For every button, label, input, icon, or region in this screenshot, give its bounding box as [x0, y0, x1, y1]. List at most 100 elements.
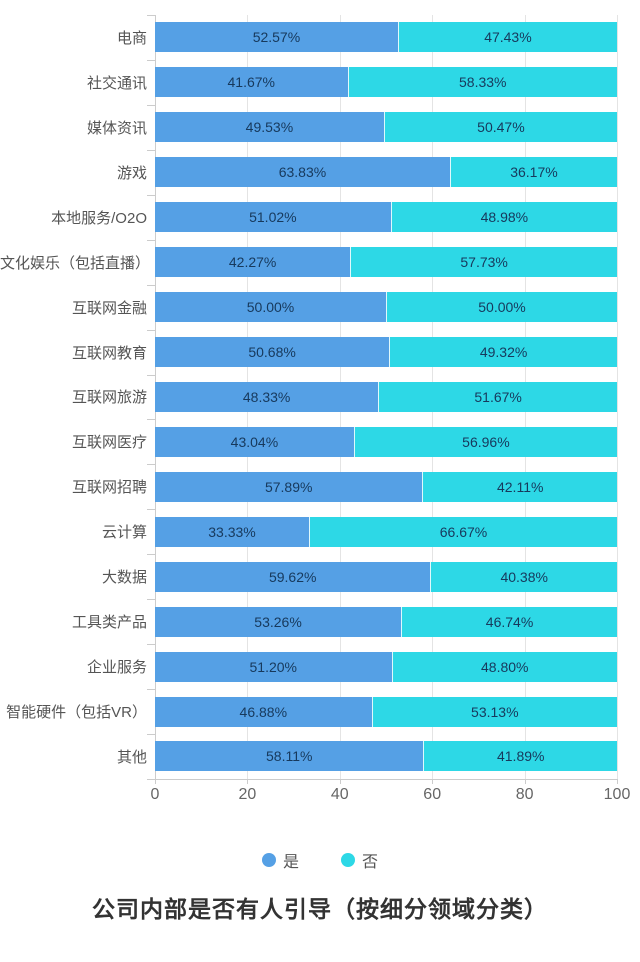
bar-track: 51.20% 48.80%	[155, 651, 617, 682]
bar-value-label-no: 58.33%	[459, 74, 507, 91]
plot-area: 电商 52.57% 47.43% 社交通讯 41.67% 58.33% 媒体资讯 49.53%…	[0, 15, 640, 784]
category-axis-tick	[147, 779, 155, 780]
category-axis-tick	[147, 464, 155, 466]
bar-segment-no[interactable]: 42.11%	[422, 471, 617, 502]
bar-segment-no[interactable]: 41.89%	[423, 741, 617, 772]
category-axis-tick	[147, 554, 155, 556]
bar-value-label-no: 56.96%	[462, 433, 510, 450]
bar-segment-yes[interactable]: 33.33%	[155, 516, 309, 547]
bar-segment-yes[interactable]: 43.04%	[155, 426, 354, 457]
category-label: 互联网招聘	[71, 479, 147, 497]
x-axis-tick-labels: 0 20 40 60 80 100	[0, 786, 640, 806]
bar-value-label-no: 40.38%	[500, 568, 548, 585]
bar-track: 63.83% 36.17%	[155, 157, 617, 188]
bar-segment-yes[interactable]: 57.89%	[155, 471, 423, 502]
category-label: 互联网教育	[71, 344, 147, 362]
bar-segment-no[interactable]: 66.67%	[308, 516, 617, 547]
bar-segment-no[interactable]: 57.73%	[350, 247, 617, 278]
bar-row: 企业服务 51.20% 48.80%	[0, 644, 617, 689]
bar-segment-no[interactable]: 48.98%	[390, 202, 617, 233]
gridline	[617, 15, 618, 779]
bar-row: 互联网医疗 43.04% 56.96%	[0, 419, 617, 464]
bar-segment-yes[interactable]: 50.68%	[155, 337, 390, 368]
bar-value-label-yes: 48.33%	[242, 388, 291, 405]
bar-segment-no[interactable]: 50.00%	[386, 292, 617, 323]
bar-value-label-yes: 50.00%	[246, 299, 295, 316]
bar-row: 电商 52.57% 47.43%	[0, 15, 617, 60]
category-label: 本地服务/O2O	[51, 209, 147, 227]
bar-segment-yes[interactable]: 63.83%	[155, 157, 450, 188]
legend-item-no[interactable]: 否	[341, 848, 378, 872]
bar-segment-no[interactable]: 36.17%	[449, 157, 617, 188]
bar-track: 58.11% 41.89%	[155, 741, 617, 772]
bar-segment-no[interactable]: 40.38%	[430, 561, 617, 592]
category-label: 大数据	[101, 569, 147, 587]
category-label: 文化娱乐（包括直播）	[0, 254, 151, 272]
bar-value-label-yes: 49.53%	[245, 119, 294, 136]
bar-row: 其他 58.11% 41.89%	[0, 734, 617, 779]
bar-row: 社交通讯 41.67% 58.33%	[0, 60, 617, 105]
category-axis-tick	[147, 149, 155, 151]
bar-track: 41.67% 58.33%	[155, 67, 617, 98]
bar-segment-no[interactable]: 47.43%	[397, 22, 617, 53]
bar-value-label-no: 48.98%	[480, 209, 529, 226]
bar-track: 53.26% 46.74%	[155, 606, 617, 637]
bar-row: 大数据 59.62% 40.38%	[0, 554, 617, 599]
bar-segment-yes[interactable]: 41.67%	[155, 67, 348, 98]
bar-value-label-yes: 46.88%	[239, 703, 288, 720]
x-axis-tick-label: 80	[515, 786, 534, 803]
category-axis-tick	[147, 194, 155, 196]
x-axis-tick	[155, 779, 156, 784]
bar-segment-no[interactable]: 50.47%	[383, 112, 617, 143]
bar-segment-no[interactable]: 49.32%	[389, 337, 617, 368]
category-axis-tick	[147, 689, 155, 691]
x-axis-tick	[432, 779, 434, 784]
bar-segment-no[interactable]: 58.33%	[347, 67, 617, 98]
bar-track: 33.33% 66.67%	[155, 516, 617, 547]
x-axis-tick	[247, 779, 249, 784]
bar-segment-no[interactable]: 48.80%	[391, 651, 617, 682]
bar-segment-yes[interactable]: 52.57%	[155, 22, 398, 53]
category-label: 互联网旅游	[71, 389, 147, 407]
bar-row: 游戏 63.83% 36.17%	[0, 150, 617, 195]
bar-segment-no[interactable]: 53.13%	[371, 696, 617, 727]
bar-value-label-yes: 33.33%	[208, 523, 256, 540]
bar-value-label-no: 66.67%	[439, 523, 488, 540]
bar-segment-yes[interactable]: 48.33%	[155, 381, 379, 412]
bar-track: 43.04% 56.96%	[155, 426, 617, 457]
bar-row: 互联网教育 50.68% 49.32%	[0, 330, 617, 375]
bar-value-label-yes: 58.11%	[266, 748, 313, 765]
bar-segment-yes[interactable]: 50.00%	[155, 292, 386, 323]
bar-segment-yes[interactable]: 51.02%	[155, 202, 391, 233]
bar-row: 文化娱乐（包括直播） 42.27% 57.73%	[0, 240, 617, 285]
bar-segment-yes[interactable]: 53.26%	[155, 606, 402, 637]
category-label: 游戏	[116, 164, 147, 182]
bar-segment-yes[interactable]: 42.27%	[155, 247, 351, 278]
category-label: 媒体资讯	[86, 119, 147, 137]
bar-value-label-yes: 42.27%	[228, 254, 277, 271]
category-label: 其他	[116, 748, 147, 766]
bar-value-label-no: 49.32%	[479, 344, 528, 361]
x-axis-tick	[339, 779, 341, 784]
bar-segment-no[interactable]: 51.67%	[378, 381, 617, 412]
bar-value-label-no: 50.47%	[477, 119, 525, 136]
bar-segment-yes[interactable]: 59.62%	[155, 561, 431, 592]
bar-segment-yes[interactable]: 46.88%	[155, 696, 372, 727]
x-axis-line	[155, 779, 618, 780]
bar-segment-yes[interactable]: 51.20%	[155, 651, 392, 682]
category-label: 云计算	[101, 524, 147, 542]
bar-value-label-yes: 63.83%	[278, 164, 327, 181]
legend-item-yes[interactable]: 是	[261, 848, 299, 872]
bar-segment-no[interactable]: 56.96%	[353, 426, 617, 457]
category-axis-tick	[147, 239, 155, 241]
bar-track: 50.00% 50.00%	[155, 292, 617, 323]
bar-segment-no[interactable]: 46.74%	[401, 606, 617, 637]
legend-label-yes: 是	[282, 854, 299, 871]
x-axis-tick	[617, 779, 618, 784]
bar-row: 媒体资讯 49.53% 50.47%	[0, 105, 617, 150]
category-label: 工具类产品	[71, 614, 147, 632]
x-axis-tick-label: 20	[238, 786, 257, 803]
bar-segment-yes[interactable]: 58.11%	[155, 741, 424, 772]
bar-segment-yes[interactable]: 49.53%	[155, 112, 384, 143]
